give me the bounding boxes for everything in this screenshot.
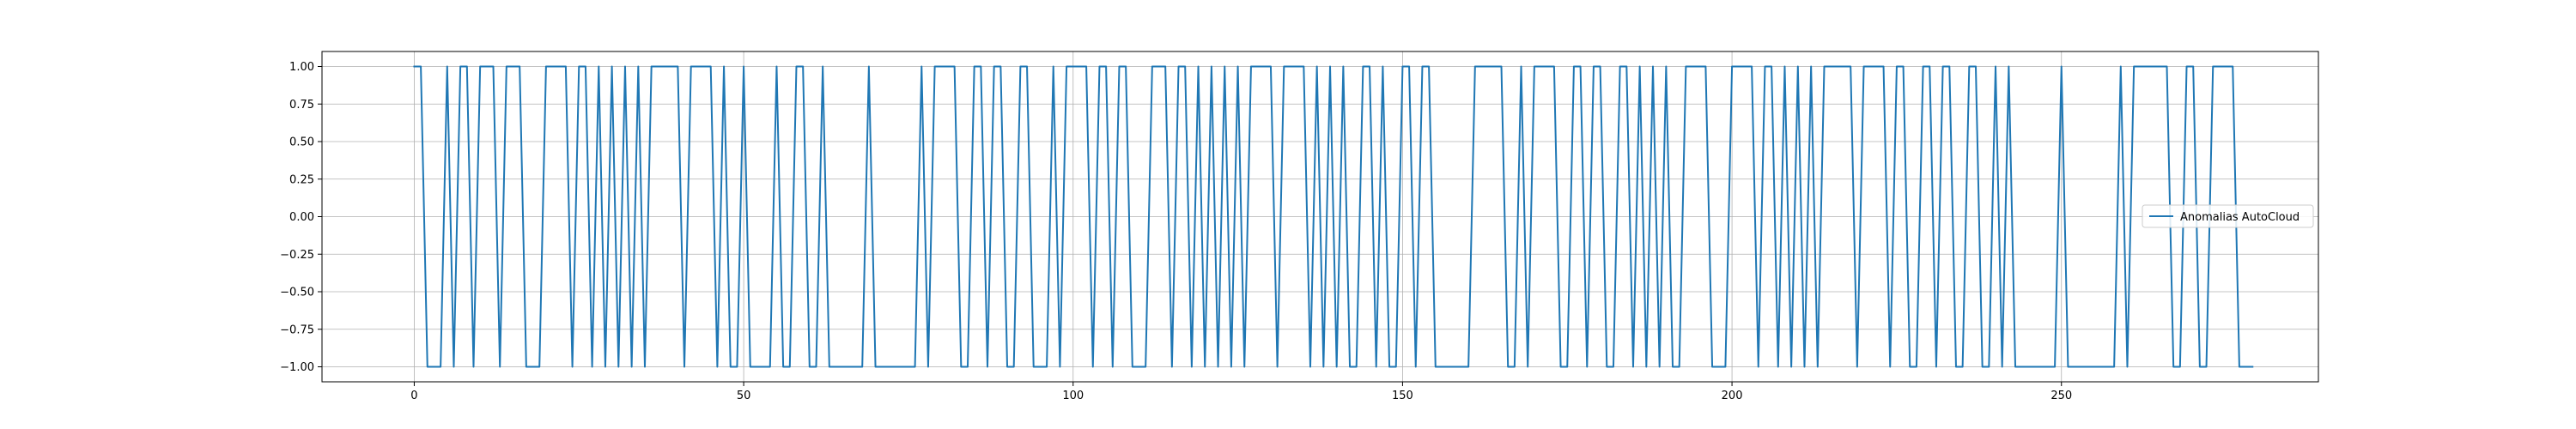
y-tick-label: −1.00: [280, 361, 314, 374]
y-tick-label: 1.00: [289, 61, 314, 74]
series-line-anomalias-autocloud: [413, 65, 2254, 368]
x-tick-label: 0: [410, 390, 417, 402]
x-tick-label: 150: [1392, 390, 1413, 402]
x-axis: 0 50 100 150 200 250: [410, 382, 2072, 402]
legend: Anomalias AutoCloud: [2142, 204, 2314, 228]
legend-box: [2142, 204, 2314, 228]
x-tick-label: 50: [737, 390, 751, 402]
x-tick-label: 100: [1062, 390, 1084, 402]
y-tick-label: −0.50: [280, 287, 314, 299]
legend-entry-label: Anomalias AutoCloud: [2180, 211, 2300, 224]
x-tick-label: 250: [2050, 390, 2072, 402]
y-tick-label: 0.25: [289, 173, 314, 186]
x-tick-label: 200: [1722, 390, 1743, 402]
y-axis: 1.00 0.75 0.50 0.25 0.00 −0.25 −0.50 −0.75 −1.00: [280, 61, 322, 374]
y-tick-label: 0.50: [289, 136, 314, 149]
y-tick-label: 0.75: [289, 99, 314, 112]
y-tick-label: 0.00: [289, 211, 314, 224]
y-tick-label: −0.25: [280, 249, 314, 262]
y-tick-label: −0.75: [280, 323, 314, 336]
series-layer: [413, 65, 2254, 368]
